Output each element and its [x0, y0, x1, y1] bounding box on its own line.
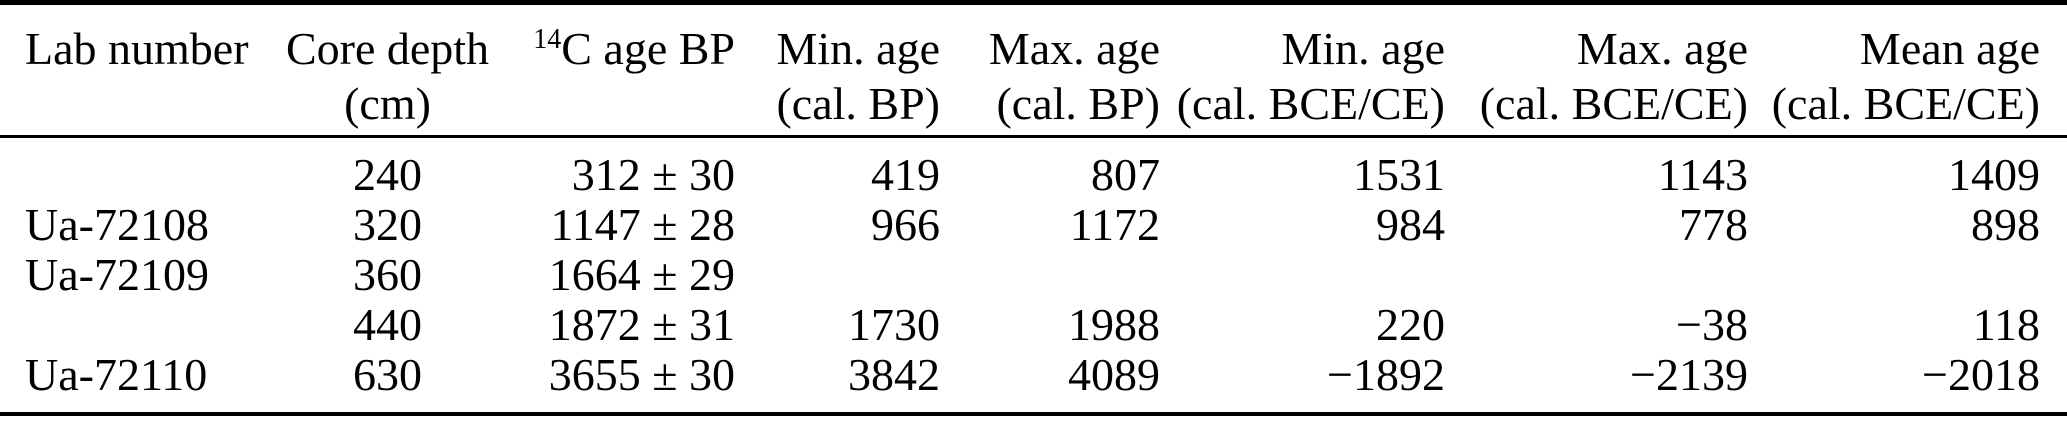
cell-c14-age: 3655 ± 30: [548, 350, 735, 400]
cell-mean-age-bce: 898: [1971, 200, 2040, 250]
cell-c14-age: 1664 ± 29: [548, 250, 735, 300]
cell-min-age-bce: 984: [1376, 200, 1445, 250]
table-header: Lab number Core depth (cm) 14C age BP Mi…: [0, 2, 2067, 138]
cell-c14-age: 1872 ± 31: [548, 300, 735, 350]
column-header-c14-age: 14C age BP: [490, 2, 735, 138]
cell-c14-age: 1147 ± 28: [550, 200, 735, 250]
header-line1: Max. age: [1576, 23, 1748, 74]
cell-min-age-bp: 1730: [848, 300, 940, 350]
cell-lab-number: Ua-72109: [25, 250, 209, 300]
header-line2: (cal. BP): [996, 78, 1160, 129]
cell-max-age-bp: 807: [1091, 149, 1160, 200]
cell-max-age-bce: 778: [1679, 200, 1748, 250]
cell-max-age-bce: [1445, 250, 1748, 300]
header-line1: 14C age BP: [490, 21, 735, 76]
cell-min-age-bp: 419: [871, 149, 940, 200]
cell-lab-number: Ua-72110: [25, 350, 208, 400]
cell-core-depth: 240: [353, 149, 422, 200]
table-row: 240 312 ± 30 419 807 1531 1143 1409: [0, 137, 2067, 201]
cell-lab-number: [0, 300, 285, 350]
header-line2: (cal. BCE/CE): [1176, 78, 1445, 129]
cell-core-depth: 440: [353, 300, 422, 350]
cell-max-age-bp: 1988: [1068, 300, 1160, 350]
cell-max-age-bp: 4089: [1068, 350, 1160, 400]
cell-max-age-bce: 1143: [1657, 149, 1748, 200]
cell-max-age-bce: −38: [1676, 300, 1748, 350]
cell-max-age-bp: [940, 250, 1160, 300]
column-header-max-age-bp: Max. age (cal. BP): [940, 2, 1160, 138]
header-row: Lab number Core depth (cm) 14C age BP Mi…: [0, 2, 2067, 138]
cell-mean-age-bce: 118: [1972, 300, 2040, 350]
header-line1: Mean age: [1859, 23, 2040, 74]
table-row: 440 1872 ± 31 1730 1988 220 −38 118: [0, 300, 2067, 350]
header-line2: (cal. BCE/CE): [1771, 78, 2040, 129]
header-line2: (cm): [344, 78, 431, 129]
cell-lab-number: [0, 137, 285, 201]
cell-min-age-bp: [735, 250, 940, 300]
cell-core-depth: 630: [353, 350, 422, 400]
column-header-max-age-bce: Max. age (cal. BCE/CE): [1445, 2, 1748, 138]
cell-max-age-bp: 1172: [1069, 200, 1160, 250]
cell-mean-age-bce: 1409: [1948, 149, 2040, 200]
cell-mean-age-bce: −2018: [1922, 350, 2040, 400]
table-row: Ua-72110 630 3655 ± 30 3842 4089 −1892 −…: [0, 350, 2067, 414]
header-line1: Min. age: [776, 23, 940, 74]
cell-core-depth: 320: [353, 200, 422, 250]
header-line1: Min. age: [1281, 23, 1445, 74]
header-line1: Core depth: [285, 23, 490, 74]
column-header-min-age-bp: Min. age (cal. BP): [735, 2, 940, 138]
table-row: Ua-72109 360 1664 ± 29: [0, 250, 2067, 300]
cell-min-age-bce: 220: [1376, 300, 1445, 350]
cell-min-age-bce: [1160, 250, 1445, 300]
header-line2: (cal. BCE/CE): [1479, 78, 1748, 129]
cell-min-age-bce: 1531: [1353, 149, 1445, 200]
column-header-mean-age-bce: Mean age (cal. BCE/CE): [1748, 2, 2067, 138]
isotope-superscript: 14: [533, 24, 562, 55]
column-header-min-age-bce: Min. age (cal. BCE/CE): [1160, 2, 1445, 138]
table-row: Ua-72108 320 1147 ± 28 966 1172 984 778 …: [0, 200, 2067, 250]
header-line1-text: C age BP: [561, 23, 735, 74]
cell-min-age-bp: 3842: [848, 350, 940, 400]
cell-c14-age: 312 ± 30: [571, 149, 735, 200]
cell-min-age-bp: 966: [871, 200, 940, 250]
cell-mean-age-bce: [1748, 250, 2067, 300]
cell-min-age-bce: −1892: [1327, 350, 1445, 400]
cell-core-depth: 360: [353, 250, 422, 300]
column-header-core-depth: Core depth (cm): [285, 2, 490, 138]
header-line1: Lab number: [25, 23, 249, 74]
cell-max-age-bce: −2139: [1630, 350, 1748, 400]
header-line1: Max. age: [988, 23, 1160, 74]
table-body: 240 312 ± 30 419 807 1531 1143 1409 Ua-7…: [0, 137, 2067, 415]
cell-lab-number: Ua-72108: [25, 200, 209, 250]
header-line2: (cal. BP): [776, 78, 940, 129]
column-header-lab-number: Lab number: [0, 2, 285, 138]
